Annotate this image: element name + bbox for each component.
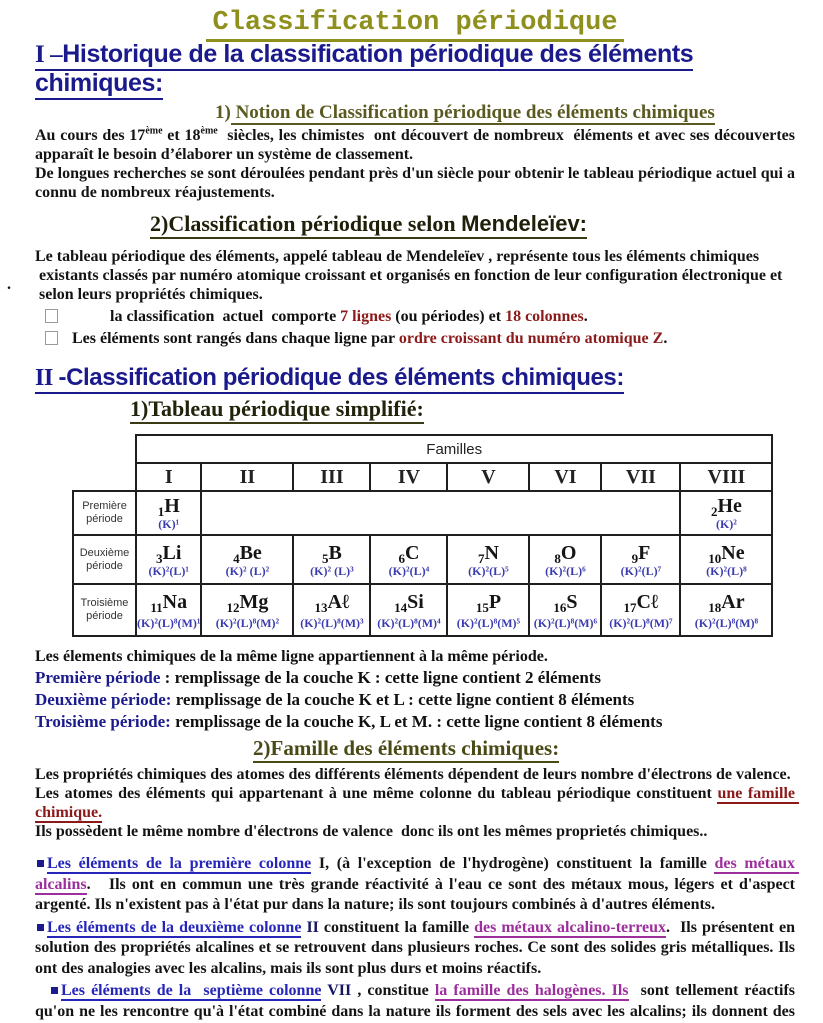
element-cell: 1H (K)¹ bbox=[134, 490, 203, 536]
highlight-18-colonnes: 18 colonnes bbox=[505, 308, 584, 325]
family-column-header: II bbox=[200, 462, 295, 492]
element-cell: 16S (K)²(L)⁸(M)⁶ bbox=[528, 583, 603, 637]
section-2-heading: II -Classification périodique des élémen… bbox=[35, 364, 795, 394]
element-cell: 13Aℓ (K)²(L)⁸(M)³ bbox=[292, 583, 372, 637]
element-z: 2 bbox=[710, 504, 718, 519]
paragraph-mendeleev: Le tableau périodique des éléments, appe… bbox=[35, 248, 783, 303]
link-famille-chimique: une famille chimique. bbox=[35, 785, 799, 823]
superscript-eme: ème bbox=[145, 125, 163, 137]
element-cell: 9F (K)²(L)⁷ bbox=[600, 534, 682, 585]
checkbox-glyph-icon bbox=[45, 309, 58, 323]
period-label: Première période bbox=[72, 490, 137, 536]
element-z: 1 bbox=[157, 504, 165, 519]
square-bullet-icon bbox=[37, 923, 44, 931]
element-cell: 5B (K)² (L)³ bbox=[292, 534, 372, 585]
period-label: Deuxième période bbox=[72, 534, 137, 585]
element-cell: 18Ar (K)²(L)⁸(M)⁸ bbox=[679, 583, 774, 637]
link-halogenes: la famille des halogènes. Ils bbox=[434, 982, 629, 1001]
subsection-2-2-heading: 2)Famille des éléments chimiques: bbox=[253, 736, 795, 763]
period-line-1: Première période : remplissage de la cou… bbox=[35, 668, 602, 687]
paragraph-history-2: De longues recherches se sont déroulées … bbox=[35, 165, 799, 201]
subsection-2-1-heading: 1)Tableau périodique simplifié: bbox=[130, 396, 795, 424]
paragraph-same-period: Les élements chimiques de la même ligne … bbox=[35, 648, 548, 665]
link-premiere-colonne: Les éléments de la première colonne bbox=[47, 855, 312, 874]
element-cell: 12Mg (K)²(L)⁸(M)² bbox=[200, 583, 295, 637]
stray-dot: . bbox=[7, 276, 11, 293]
element-config: (K)¹ bbox=[158, 517, 180, 531]
page-title: Classification périodique bbox=[35, 8, 795, 42]
link-septieme-colonne: Les éléments de la septième colonne bbox=[61, 982, 322, 1001]
family-column-header: VIII bbox=[679, 462, 774, 492]
period-row-1: Première période 1H (K)¹ 2He (K)² bbox=[72, 490, 774, 536]
element-cell: 2He (K)² bbox=[679, 490, 774, 536]
subsection-1-2-heading: 2)Classification périodique selon Mendel… bbox=[150, 211, 795, 239]
element-cell: 11Na (K)²(L)⁸(M)¹ bbox=[134, 583, 203, 637]
period-line-2: Deuxième période: remplissage de la couc… bbox=[35, 690, 635, 709]
section-1-heading: I –Historique de la classification pério… bbox=[35, 40, 795, 100]
paragraph-valence: Les propriétés chimiques des atomes des … bbox=[35, 766, 799, 840]
paragraph-family-alcalins: Les éléments de la première colonne I, (… bbox=[35, 855, 799, 913]
highlight-ordre-croissant: ordre croissant du numéro atomique Z bbox=[398, 330, 664, 347]
element-cell: 15P (K)²(L)⁸(M)⁵ bbox=[446, 583, 531, 637]
element-symbol: H bbox=[164, 495, 180, 517]
paragraph-history-1: Au cours des 17ème et 18ème siècles, les… bbox=[35, 125, 799, 163]
families-header-row: Familles bbox=[73, 434, 774, 464]
families-header: Familles bbox=[134, 434, 774, 464]
paragraph-family-halogenes: Les éléments de la septième colonne VII … bbox=[35, 982, 796, 1020]
family-column-header: III bbox=[292, 462, 372, 492]
family-column-header: VI bbox=[528, 462, 603, 492]
square-bullet-icon bbox=[37, 860, 44, 867]
paragraph-family-alcalino-terreux: Les éléments de la deuxième colonne II c… bbox=[35, 918, 800, 977]
element-cell: 7N (K)²(L)⁵ bbox=[446, 534, 531, 585]
element-cell: 6C (K)²(L)⁴ bbox=[369, 534, 449, 585]
periodic-table-simplified: Familles I II III IV V VI VII VIII Premi… bbox=[72, 434, 774, 637]
superscript-eme: ème bbox=[200, 125, 218, 137]
family-column-header: IV bbox=[369, 462, 449, 492]
checkbox-glyph-icon bbox=[45, 331, 58, 345]
element-cell: 8O (K)²(L)⁶ bbox=[528, 534, 603, 585]
family-column-header: VII bbox=[600, 462, 682, 492]
column-header-row: I II III IV V VI VII VIII bbox=[73, 462, 774, 492]
element-cell: 14Si (K)²(L)⁸(M)⁴ bbox=[369, 583, 449, 637]
element-cell: 3Li (K)²(L)¹ bbox=[134, 534, 203, 585]
period-row-3: Troisième période 11Na (K)²(L)⁸(M)¹ 12Mg(… bbox=[72, 583, 774, 637]
period-label: Troisième période bbox=[72, 583, 137, 637]
empty-cell bbox=[200, 490, 682, 536]
link-deuxieme-colonne: Les éléments de la deuxième colonne bbox=[47, 918, 302, 938]
subsection-1-1-heading: 1) Notion de Classification périodique d… bbox=[215, 102, 715, 125]
period-row-2: Deuxième période 3Li (K)²(L)¹ 4Be (K)² (L)… bbox=[72, 534, 774, 585]
family-column-header: I bbox=[134, 462, 203, 492]
element-symbol: He bbox=[717, 495, 742, 517]
link-alcalino-terreux: des métaux alcalino-terreux bbox=[474, 918, 667, 938]
period-line-3: Troisième période: remplissage de la cou… bbox=[35, 712, 663, 731]
element-config: (K)² bbox=[715, 517, 737, 531]
link-metaux-alcalins: des métaux alcalins bbox=[35, 855, 799, 895]
element-cell: 4Be (K)² (L)² bbox=[200, 534, 295, 585]
bullet-atomic-order: Les éléments sont rangés dans chaque lig… bbox=[45, 329, 795, 348]
element-cell: 17Cℓ (K)²(L)⁸(M)⁷ bbox=[600, 583, 682, 637]
bullet-lines-columns: la classification actuel comporte 7 lign… bbox=[45, 307, 795, 326]
family-column-header: V bbox=[446, 462, 531, 492]
highlight-7-lignes: 7 lignes bbox=[340, 308, 392, 325]
element-cell: 10Ne (K)²(L)⁸ bbox=[679, 534, 774, 585]
square-bullet-icon bbox=[51, 987, 58, 994]
